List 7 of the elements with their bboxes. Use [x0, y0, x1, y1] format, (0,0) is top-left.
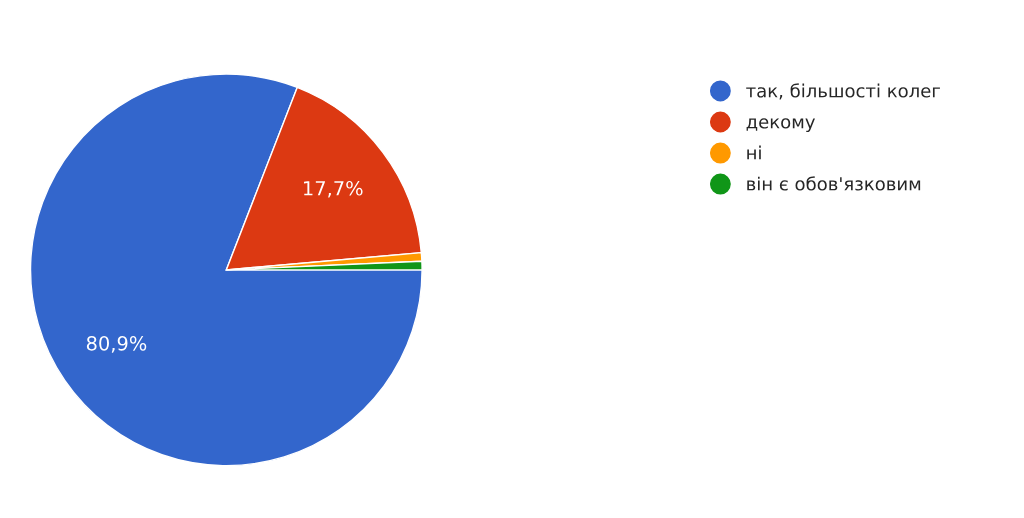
data-label: 17,7%	[304, 180, 363, 198]
data-label: 80,9%	[86, 335, 147, 353]
legend-label: ні	[747, 145, 761, 160]
legend-label: так, більшості колег	[746, 83, 940, 100]
pie-slice	[29, 73, 423, 467]
legend-label: декому	[746, 118, 815, 133]
legend-label: він є обов'язковим	[747, 176, 921, 191]
